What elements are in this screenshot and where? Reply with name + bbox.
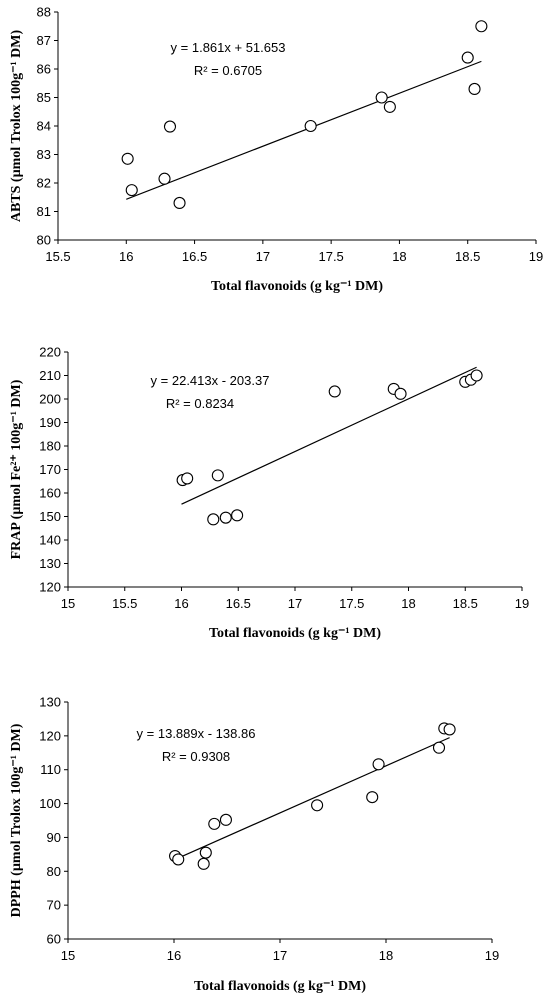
data-point xyxy=(328,385,341,398)
trendline xyxy=(181,366,477,505)
data-point xyxy=(372,758,385,771)
trendline-equation: y = 22.413x - 203.37 xyxy=(151,373,270,388)
data-point xyxy=(475,20,488,33)
x-tick-label: 18 xyxy=(392,249,406,264)
y-tick-label: 110 xyxy=(40,762,61,777)
y-tick-label: 130 xyxy=(39,695,61,710)
chart-1: 80 81 82 83 84 85 86 87 88 15.5 16 16.5 17 17.5 18 18.5… xyxy=(9,5,543,295)
x-tick-label: 16.5 xyxy=(182,249,207,264)
y-tick-label: 87 xyxy=(37,33,51,48)
x-tick-label: 15 xyxy=(61,948,75,963)
chart-2: 120 130 140 150 160 170 180 190 200 210 220 15 15.5 1… xyxy=(9,345,529,642)
x-tick-label: 18 xyxy=(401,596,415,611)
data-point xyxy=(383,100,396,113)
r-squared-label: R² = 0.8234 xyxy=(166,396,234,411)
y-tick-label: 220 xyxy=(39,345,61,360)
y-axis-label: ABTS (µmol Trolox 100g⁻¹ DM) xyxy=(9,30,24,223)
y-tick-label: 90 xyxy=(47,830,61,845)
x-tick-label: 17 xyxy=(256,249,270,264)
data-point xyxy=(181,472,194,485)
y-tick-label: 85 xyxy=(37,90,51,105)
data-point xyxy=(219,511,232,524)
y-tick-label: 120 xyxy=(39,580,61,595)
x-tick-label: 19 xyxy=(529,249,543,264)
y-tick-label: 84 xyxy=(37,119,51,134)
y-tick-label: 80 xyxy=(47,864,61,879)
y-tick-label: 170 xyxy=(39,462,61,477)
data-point xyxy=(443,723,456,736)
y-tick-label: 120 xyxy=(39,728,61,743)
data-point xyxy=(207,513,220,526)
y-tick-label: 140 xyxy=(39,533,61,548)
data-point xyxy=(208,817,221,830)
x-tick-label: 16 xyxy=(167,948,181,963)
y-tick-label: 88 xyxy=(37,5,51,20)
x-axis-label: Total flavonoids (g kg⁻¹ DM) xyxy=(211,279,383,294)
y-tick-label: 210 xyxy=(39,368,61,383)
x-tick-label: 15 xyxy=(61,596,75,611)
y-tick-label: 83 xyxy=(37,147,51,162)
x-axis-label: Total flavonoids (g kg⁻¹ DM) xyxy=(194,979,366,994)
data-point xyxy=(172,853,185,866)
x-tick-label: 18.5 xyxy=(455,249,480,264)
y-tick-label: 180 xyxy=(39,439,61,454)
data-point xyxy=(468,82,481,95)
x-tick-label: 18.5 xyxy=(453,596,478,611)
data-point xyxy=(125,184,138,197)
data-point xyxy=(121,152,134,165)
data-point xyxy=(158,172,171,185)
y-tick-label: 70 xyxy=(47,898,61,913)
y-tick-label: 80 xyxy=(37,233,51,248)
data-point xyxy=(470,369,483,382)
x-tick-label: 17 xyxy=(288,596,302,611)
x-tick-label: 17.5 xyxy=(339,596,364,611)
data-point xyxy=(311,799,324,812)
x-tick-label: 16 xyxy=(174,596,188,611)
x-tick-label: 16.5 xyxy=(226,596,251,611)
x-tick-label: 16 xyxy=(119,249,133,264)
trendline-equation: y = 1.861x + 51.653 xyxy=(171,40,286,55)
data-point xyxy=(211,469,224,482)
y-tick-label: 81 xyxy=(37,204,51,219)
data-point xyxy=(231,509,244,522)
trendline xyxy=(126,60,482,200)
r-squared-label: R² = 0.9308 xyxy=(162,749,230,764)
y-tick-label: 60 xyxy=(47,932,61,947)
data-point xyxy=(461,51,474,64)
data-point xyxy=(173,196,186,209)
y-tick-label: 82 xyxy=(37,176,51,191)
x-tick-label: 15.5 xyxy=(45,249,70,264)
x-tick-label: 18 xyxy=(379,948,393,963)
data-point xyxy=(432,741,446,754)
y-tick-label: 100 xyxy=(39,796,61,811)
data-point xyxy=(375,91,388,104)
data-point xyxy=(219,813,232,826)
data-point xyxy=(197,857,210,870)
x-tick-label: 15.5 xyxy=(112,596,137,611)
data-point xyxy=(366,791,379,804)
data-point xyxy=(199,846,212,859)
x-tick-label: 19 xyxy=(515,596,529,611)
trendline-equation: y = 13.889x - 138.86 xyxy=(137,726,256,741)
y-axis-label: DPPH (µmol Trolox 100g⁻¹ DM) xyxy=(9,723,24,917)
r-squared-label: R² = 0.6705 xyxy=(194,63,262,78)
y-tick-label: 190 xyxy=(39,415,61,430)
y-tick-label: 130 xyxy=(39,556,61,571)
y-tick-label: 160 xyxy=(39,486,61,501)
x-tick-label: 17.5 xyxy=(318,249,343,264)
y-axis-label: FRAP (µmol Fe²⁺ 100g⁻¹ DM) xyxy=(9,379,24,559)
x-tick-label: 19 xyxy=(485,948,499,963)
y-tick-label: 86 xyxy=(37,62,51,77)
trendline xyxy=(173,737,450,861)
x-tick-label: 17 xyxy=(273,948,287,963)
chart-3: 60 70 80 90 100 110 120 130 15 16 17 18 19 y = 13.889… xyxy=(9,695,499,995)
data-point xyxy=(163,120,177,133)
y-tick-label: 200 xyxy=(39,392,61,407)
data-point xyxy=(394,387,407,400)
data-point xyxy=(304,119,317,133)
y-tick-label: 150 xyxy=(39,509,61,524)
x-axis-label: Total flavonoids (g kg⁻¹ DM) xyxy=(209,626,381,641)
